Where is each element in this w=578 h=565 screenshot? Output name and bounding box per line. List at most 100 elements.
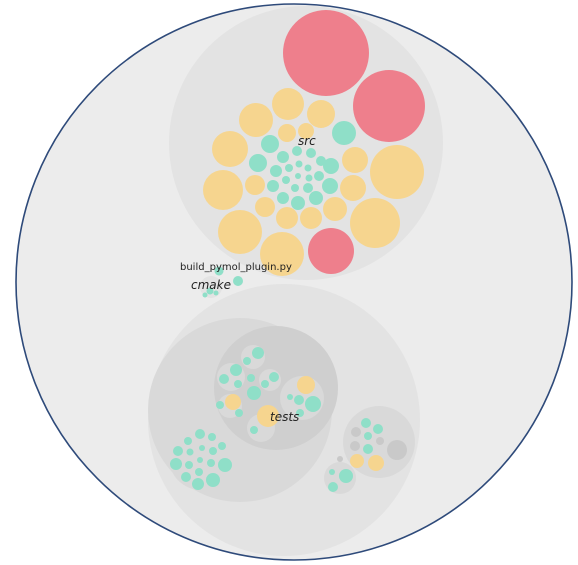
yellow-leaf-circle <box>342 147 368 173</box>
green-leaf-circle <box>269 372 279 382</box>
green-leaf-circle <box>250 426 258 434</box>
green-leaf-circle <box>267 180 279 192</box>
yellow-leaf-circle <box>297 376 315 394</box>
grey-leaf-circle <box>350 441 360 451</box>
green-leaf-circle <box>247 374 255 382</box>
green-leaf-circle <box>206 473 220 487</box>
green-leaf-circle <box>261 135 279 153</box>
green-leaf-circle <box>305 396 321 412</box>
green-leaf-circle <box>184 437 192 445</box>
green-leaf-circle <box>287 394 293 400</box>
red-leaf-circle <box>308 228 354 274</box>
green-leaf-circle <box>296 409 304 417</box>
green-leaf-circle <box>181 472 191 482</box>
src-label: src <box>298 134 316 148</box>
green-leaf-circle <box>306 148 316 158</box>
red-leaf-circle <box>353 70 425 142</box>
cmake-leaf <box>206 287 214 295</box>
tests-label: tests <box>270 410 299 424</box>
green-leaf-circle <box>294 395 304 405</box>
green-leaf-circle <box>295 160 303 168</box>
yellow-leaf-circle <box>245 175 265 195</box>
green-leaf-circle <box>195 429 205 439</box>
green-leaf-circle <box>230 364 242 376</box>
green-leaf-circle <box>282 176 290 184</box>
green-leaf-circle <box>309 191 323 205</box>
grey-leaf-circle <box>337 456 343 462</box>
yellow-leaf-circle <box>272 88 304 120</box>
green-leaf-circle <box>316 156 326 166</box>
yellow-leaf-circle <box>225 394 241 410</box>
green-leaf-circle <box>323 158 339 174</box>
yellow-leaf-circle <box>257 405 279 427</box>
green-leaf-circle <box>304 164 312 172</box>
green-leaf-circle <box>249 154 267 172</box>
green-leaf-circle <box>364 432 372 440</box>
cmake-leaf <box>213 290 219 296</box>
tests-group: tests <box>148 284 420 556</box>
green-leaf-circle <box>197 457 203 463</box>
green-leaf-circle <box>329 469 335 475</box>
green-leaf-circle <box>208 433 216 441</box>
green-leaf-circle <box>373 424 383 434</box>
green-leaf-circle <box>218 458 232 472</box>
green-leaf-circle <box>339 469 353 483</box>
green-leaf-circle <box>173 446 183 456</box>
yellow-leaf-circle <box>298 123 314 139</box>
green-leaf-circle <box>170 458 182 470</box>
build-file-leaf <box>233 276 243 286</box>
green-leaf-circle <box>252 347 264 359</box>
src-leaves <box>203 10 425 276</box>
green-leaf-circle <box>332 121 356 145</box>
green-leaf-circle <box>195 468 203 476</box>
green-leaf-circle <box>328 482 338 492</box>
green-leaf-circle <box>235 409 243 417</box>
green-leaf-circle <box>363 444 373 454</box>
green-leaf-circle <box>295 173 301 179</box>
green-leaf-circle <box>209 447 217 455</box>
yellow-leaf-circle <box>260 232 304 276</box>
green-leaf-circle <box>303 183 313 193</box>
green-leaf-circle <box>277 192 289 204</box>
yellow-leaf-circle <box>255 197 275 217</box>
yellow-leaf-circle <box>368 455 384 471</box>
cmake-label: cmake <box>191 278 231 292</box>
green-leaf-circle <box>277 151 289 163</box>
red-leaf-circle <box>283 10 369 96</box>
green-leaf-circle <box>322 178 338 194</box>
green-leaf-circle <box>261 380 269 388</box>
green-leaf-circle <box>243 357 251 365</box>
yellow-leaf-circle <box>350 454 364 468</box>
green-leaf-circle <box>218 442 226 450</box>
green-leaf-circle <box>199 445 205 451</box>
tests-leaves <box>169 345 415 494</box>
grey-leaf-circle <box>376 437 384 445</box>
yellow-leaf-circle <box>218 210 262 254</box>
build-file-label: build_pymol_plugin.py <box>180 262 292 273</box>
green-leaf-circle <box>247 386 261 400</box>
cmake-group: build_pymol_plugin.py cmake <box>180 262 292 298</box>
cmake-leaf <box>214 266 224 276</box>
green-leaf-circle <box>270 165 282 177</box>
yellow-leaf-circle <box>307 100 335 128</box>
green-leaf-circle <box>207 459 215 467</box>
yellow-leaf-circle <box>350 198 400 248</box>
green-leaf-circle <box>285 164 293 172</box>
yellow-leaf-circle <box>278 124 296 142</box>
green-leaf-circle <box>291 184 299 192</box>
green-leaf-circle <box>361 418 371 428</box>
yellow-leaf-circle <box>203 170 243 210</box>
cmake-leaf <box>202 292 208 298</box>
yellow-leaf-circle <box>370 145 424 199</box>
yellow-leaf-circle <box>300 207 322 229</box>
yellow-leaf-circle <box>212 131 248 167</box>
green-leaf-circle <box>305 174 313 182</box>
grey-leaf-circle <box>387 440 407 460</box>
yellow-leaf-circle <box>239 103 273 137</box>
yellow-leaf-circle <box>323 197 347 221</box>
src-group: src <box>169 6 443 280</box>
green-leaf-circle <box>216 401 224 409</box>
green-leaf-circle <box>291 196 305 210</box>
yellow-leaf-circle <box>276 207 298 229</box>
